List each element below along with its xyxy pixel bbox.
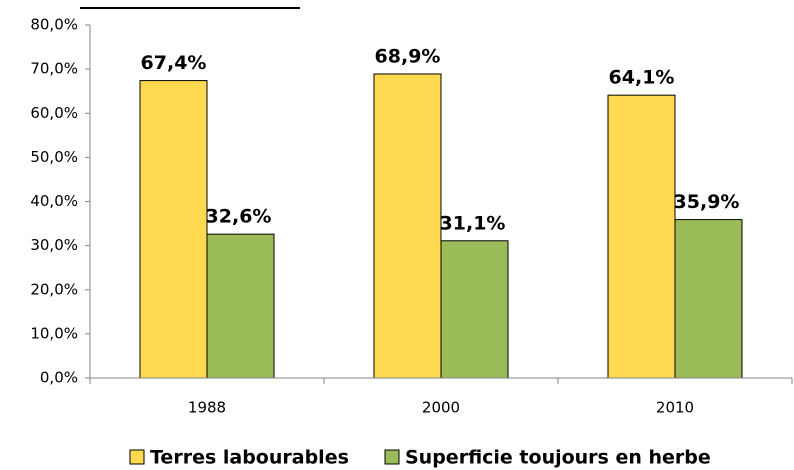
y-tick-label: 20,0% — [30, 280, 78, 298]
bar — [440, 240, 509, 379]
bar — [607, 94, 676, 379]
x-tick-label: 2010 — [656, 399, 694, 417]
y-tick-label: 60,0% — [30, 104, 78, 122]
x-tick-label: 2000 — [422, 399, 460, 417]
bar — [373, 73, 442, 379]
data-label: 35,9% — [674, 191, 740, 213]
data-label: 67,4% — [141, 52, 207, 74]
bar — [139, 80, 208, 379]
x-tick-label: 1988 — [188, 399, 226, 417]
legend-swatch — [129, 449, 145, 465]
data-label: 64,1% — [609, 67, 675, 89]
legend-swatch — [384, 449, 400, 465]
y-tick-label: 50,0% — [30, 148, 78, 166]
bar — [206, 233, 275, 379]
y-tick-label: 0,0% — [40, 369, 78, 387]
data-label: 32,6% — [206, 206, 272, 228]
legend-label: Superficie toujours en herbe — [405, 447, 711, 469]
y-tick-label: 70,0% — [30, 60, 78, 78]
bar — [674, 219, 743, 379]
y-tick-label: 10,0% — [30, 324, 78, 342]
y-tick-label: 80,0% — [30, 16, 78, 34]
legend-label: Terres labourables — [150, 447, 349, 469]
y-tick-label: 30,0% — [30, 236, 78, 254]
y-tick-label: 40,0% — [30, 192, 78, 210]
data-label: 68,9% — [375, 45, 441, 67]
data-label: 31,1% — [440, 212, 506, 234]
